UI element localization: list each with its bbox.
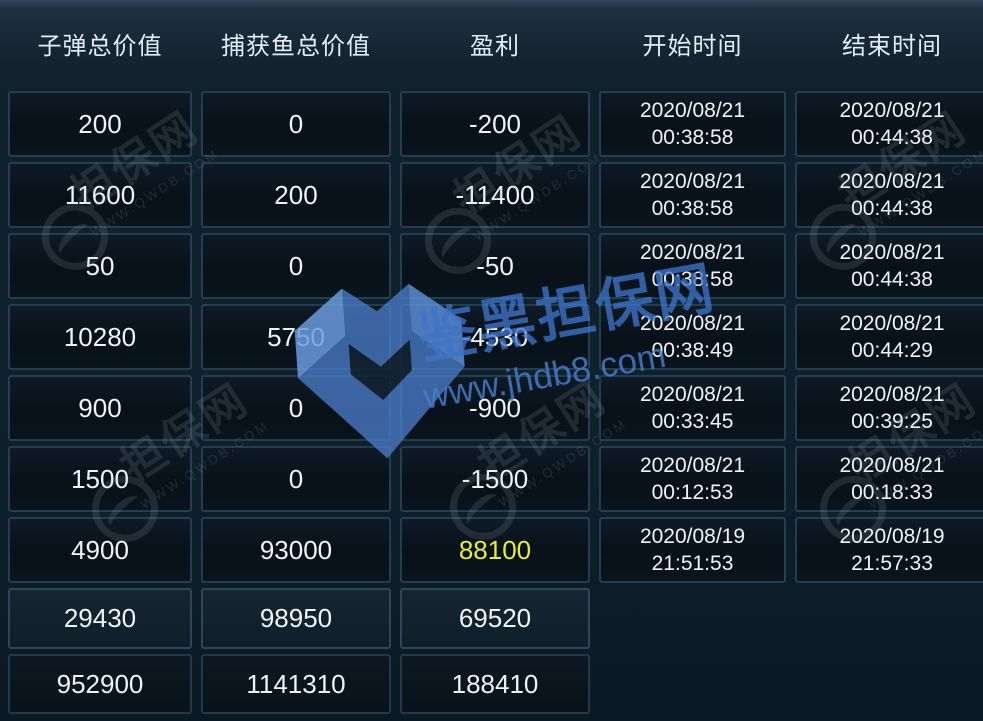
cell-profit: -4530: [400, 304, 590, 370]
cell-bullet: 50: [8, 233, 192, 299]
date-line: 2020/08/21: [839, 383, 945, 406]
time-line: 00:38:49: [651, 339, 734, 362]
cell-fish: 0: [201, 91, 391, 157]
date-line: 2020/08/21: [839, 99, 945, 122]
date-line: 2020/08/21: [639, 383, 746, 406]
cell-fish: 93000: [201, 517, 391, 583]
date-line: 2020/08/21: [839, 241, 945, 264]
date-line: 2020/08/21: [639, 241, 746, 264]
time-line: 00:44:29: [851, 339, 933, 362]
cell-bullet: 1500: [8, 446, 192, 512]
cell-bullet: 200: [8, 91, 192, 157]
time-line: 00:12:53: [651, 481, 734, 504]
cell-end-time: 2020/08/21 00:44:38: [795, 91, 983, 157]
cell-end-time: 2020/08/21 00:44:38: [795, 162, 983, 228]
time-line: 00:38:58: [651, 268, 734, 291]
cell-bullet: 4900: [8, 517, 192, 583]
cell-start-time: 2020/08/21 00:38:49: [599, 304, 786, 370]
column-header-fish-total: 捕获鱼总价值: [221, 32, 371, 60]
summary-fish-total: 98950: [201, 588, 391, 649]
date-line: 2020/08/21: [639, 99, 746, 122]
date-line: 2020/08/21: [839, 312, 945, 335]
time-line: 00:38:58: [651, 126, 734, 149]
time-line: 00:18:33: [851, 481, 933, 504]
cell-bullet: 11600: [8, 162, 192, 228]
date-line: 2020/08/21: [639, 454, 746, 477]
empty-cell: [599, 588, 786, 649]
time-line: 00:39:25: [851, 410, 933, 433]
cell-end-time: 2020/08/21 00:18:33: [795, 446, 983, 512]
cell-fish: 0: [201, 446, 391, 512]
grand-fish-total: 1141310: [201, 654, 391, 714]
cell-start-time: 2020/08/21 00:38:58: [599, 91, 786, 157]
date-line: 2020/08/21: [839, 454, 945, 477]
cell-bullet: 900: [8, 375, 192, 441]
column-header-bullet-total: 子弹总价值: [37, 32, 163, 60]
empty-cell: [795, 588, 983, 649]
date-line: 2020/08/21: [839, 170, 945, 193]
grand-profit-total: 188410: [400, 654, 590, 714]
cell-profit: -50: [400, 233, 590, 299]
summary-profit-total: 69520: [400, 588, 590, 649]
summary-bullet-total: 29430: [8, 588, 192, 649]
time-line: 00:33:45: [651, 410, 734, 433]
date-line: 2020/08/21: [639, 170, 746, 193]
time-line: 00:38:58: [651, 197, 734, 220]
cell-bullet: 10280: [8, 304, 192, 370]
cell-profit: -1500: [400, 446, 590, 512]
cell-profit: -900: [400, 375, 590, 441]
date-line: 2020/08/19: [839, 525, 945, 548]
grand-bullet-total: 952900: [8, 654, 192, 714]
time-line: 21:57:33: [851, 552, 933, 575]
time-line: 00:44:38: [851, 126, 933, 149]
cell-fish: 0: [201, 375, 391, 441]
date-line: 2020/08/19: [639, 525, 746, 548]
cell-start-time: 2020/08/21 00:12:53: [599, 446, 786, 512]
time-line: 00:44:38: [851, 197, 933, 220]
cell-start-time: 2020/08/21 00:33:45: [599, 375, 786, 441]
empty-cell: [795, 654, 983, 714]
time-line: 00:44:38: [851, 268, 933, 291]
column-header-profit: 盈利: [470, 32, 520, 60]
cell-profit-highlighted: 88100: [400, 517, 590, 583]
empty-cell: [599, 654, 786, 714]
cell-end-time: 2020/08/21 00:44:38: [795, 233, 983, 299]
column-header-end-time: 结束时间: [842, 32, 942, 60]
cell-end-time: 2020/08/21 00:39:25: [795, 375, 983, 441]
cell-fish: 200: [201, 162, 391, 228]
cell-fish: 0: [201, 233, 391, 299]
cell-end-time: 2020/08/21 00:44:29: [795, 304, 983, 370]
cell-end-time: 2020/08/19 21:57:33: [795, 517, 983, 583]
cell-start-time: 2020/08/21 00:38:58: [599, 233, 786, 299]
time-line: 21:51:53: [651, 552, 734, 575]
cell-fish: 5750: [201, 304, 391, 370]
cell-profit: -200: [400, 91, 590, 157]
column-header-start-time: 开始时间: [642, 32, 743, 60]
cell-start-time: 2020/08/21 00:38:58: [599, 162, 786, 228]
cell-profit: -11400: [400, 162, 590, 228]
date-line: 2020/08/21: [639, 312, 746, 335]
cell-start-time: 2020/08/19 21:51:53: [599, 517, 786, 583]
